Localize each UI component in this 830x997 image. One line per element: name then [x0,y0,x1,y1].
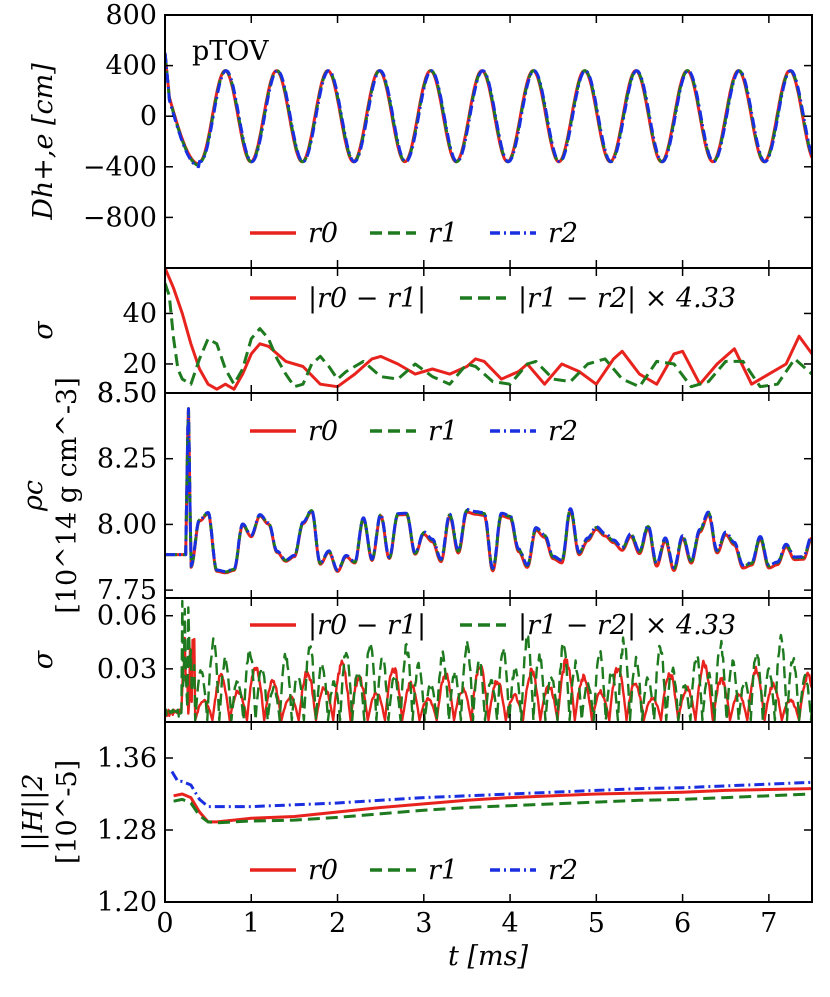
x-tick-label: 5 [588,908,605,939]
legend-label: r1 [428,855,458,886]
legend-label: r0 [308,218,338,249]
y-tick-label: 8.25 [97,444,157,475]
y-tick-label: 20 [123,349,157,380]
series-strain-r0 [165,52,812,166]
panel-annotation: pTOV [192,36,269,67]
y-tick-label: 8.00 [97,509,157,540]
legend-label: r1 [428,416,458,447]
series-strain-r2 [165,52,812,169]
y-tick-label: 1.36 [97,743,157,774]
y-axis-unit: [10^-5] [52,760,83,864]
series-strain_error-r1 [165,282,812,389]
series-central_density-r2 [165,407,812,573]
legend-label: r0 [308,855,338,886]
y-tick-label: 1.20 [97,887,157,918]
panel-central_density: 8.50 8.25 8.00 7.75 ρc [10^14 g cm^-3] r0 r1 r2 [18,377,813,614]
y-axis-label: Dh+,e [cm] [28,63,59,221]
y-tick-label: 0.03 [97,654,157,685]
panel-frame [164,721,813,903]
y-axis-unit: [10^14 g cm^-3] [52,377,83,614]
x-tick-label: 2 [329,908,346,939]
panel-strain: 800 400 0 −400 −800 Dh+,e [cm] pTOV r0 r1 r2 [28,0,813,269]
y-axis-label: σ [28,320,59,340]
panel-strain_error: 40 208.50 σ |r0 − r1| |r1 − r2| × 4.33 [28,267,813,409]
y-tick-label: 7.75 [97,575,157,606]
y-tick-label: 0 [140,101,157,132]
y-tick-label: 8.50 [97,378,157,409]
y-tick-label: 1.28 [97,815,157,846]
y-tick-label: 400 [105,51,157,82]
legend-label: r2 [548,855,578,886]
y-tick-label: 8.50 [97,378,157,409]
series-strain-r1 [165,52,812,167]
y-axis-label: σ [28,649,59,669]
series-density_error-r0 [165,636,812,722]
series-hamiltonian-r2 [170,770,812,809]
y-tick-label: 0.06 [97,601,157,632]
y-tick-label: −800 [83,202,157,233]
legend-label: r2 [548,416,578,447]
legend-label: |r1 − r2| × 4.33 [518,283,736,314]
x-tick-label: 4 [501,908,518,939]
x-tick-label: 6 [674,908,691,939]
y-axis-label: ρc [18,480,49,512]
legend-label: r0 [308,416,338,447]
x-tick-label: 3 [415,908,432,939]
y-tick-label: −400 [83,152,157,183]
series-density_error-r1 [165,599,812,722]
x-tick-label: 7 [760,908,777,939]
legend-label: r1 [428,218,458,249]
series-hamiltonian-r1 [173,792,812,825]
panel-density_error: 0.06 0.03 σ |r0 − r1| |r1 − r2| × 4.33 [28,597,813,723]
series-strain_error-r0 [165,268,812,391]
x-tick-label: 1 [243,908,260,939]
series-hamiltonian-r0 [173,787,812,824]
legend-label: |r0 − r1| [308,610,426,641]
y-axis-label: ||H||2 [18,773,49,850]
y-tick-label: 40 [123,298,157,329]
x-tick-label: 0 [156,908,173,939]
y-tick-label: 800 [105,0,157,31]
x-axis-label: t [ms] [448,941,528,972]
panel-frame [164,392,813,599]
legend-label: |r0 − r1| [308,283,426,314]
panel-hamiltonian: 1.36 1.28 1.20 ||H||2 [10^-5] r0 r1 r2 [18,721,813,918]
legend-label: |r1 − r2| × 4.33 [518,610,736,641]
legend-label: r2 [548,218,578,249]
